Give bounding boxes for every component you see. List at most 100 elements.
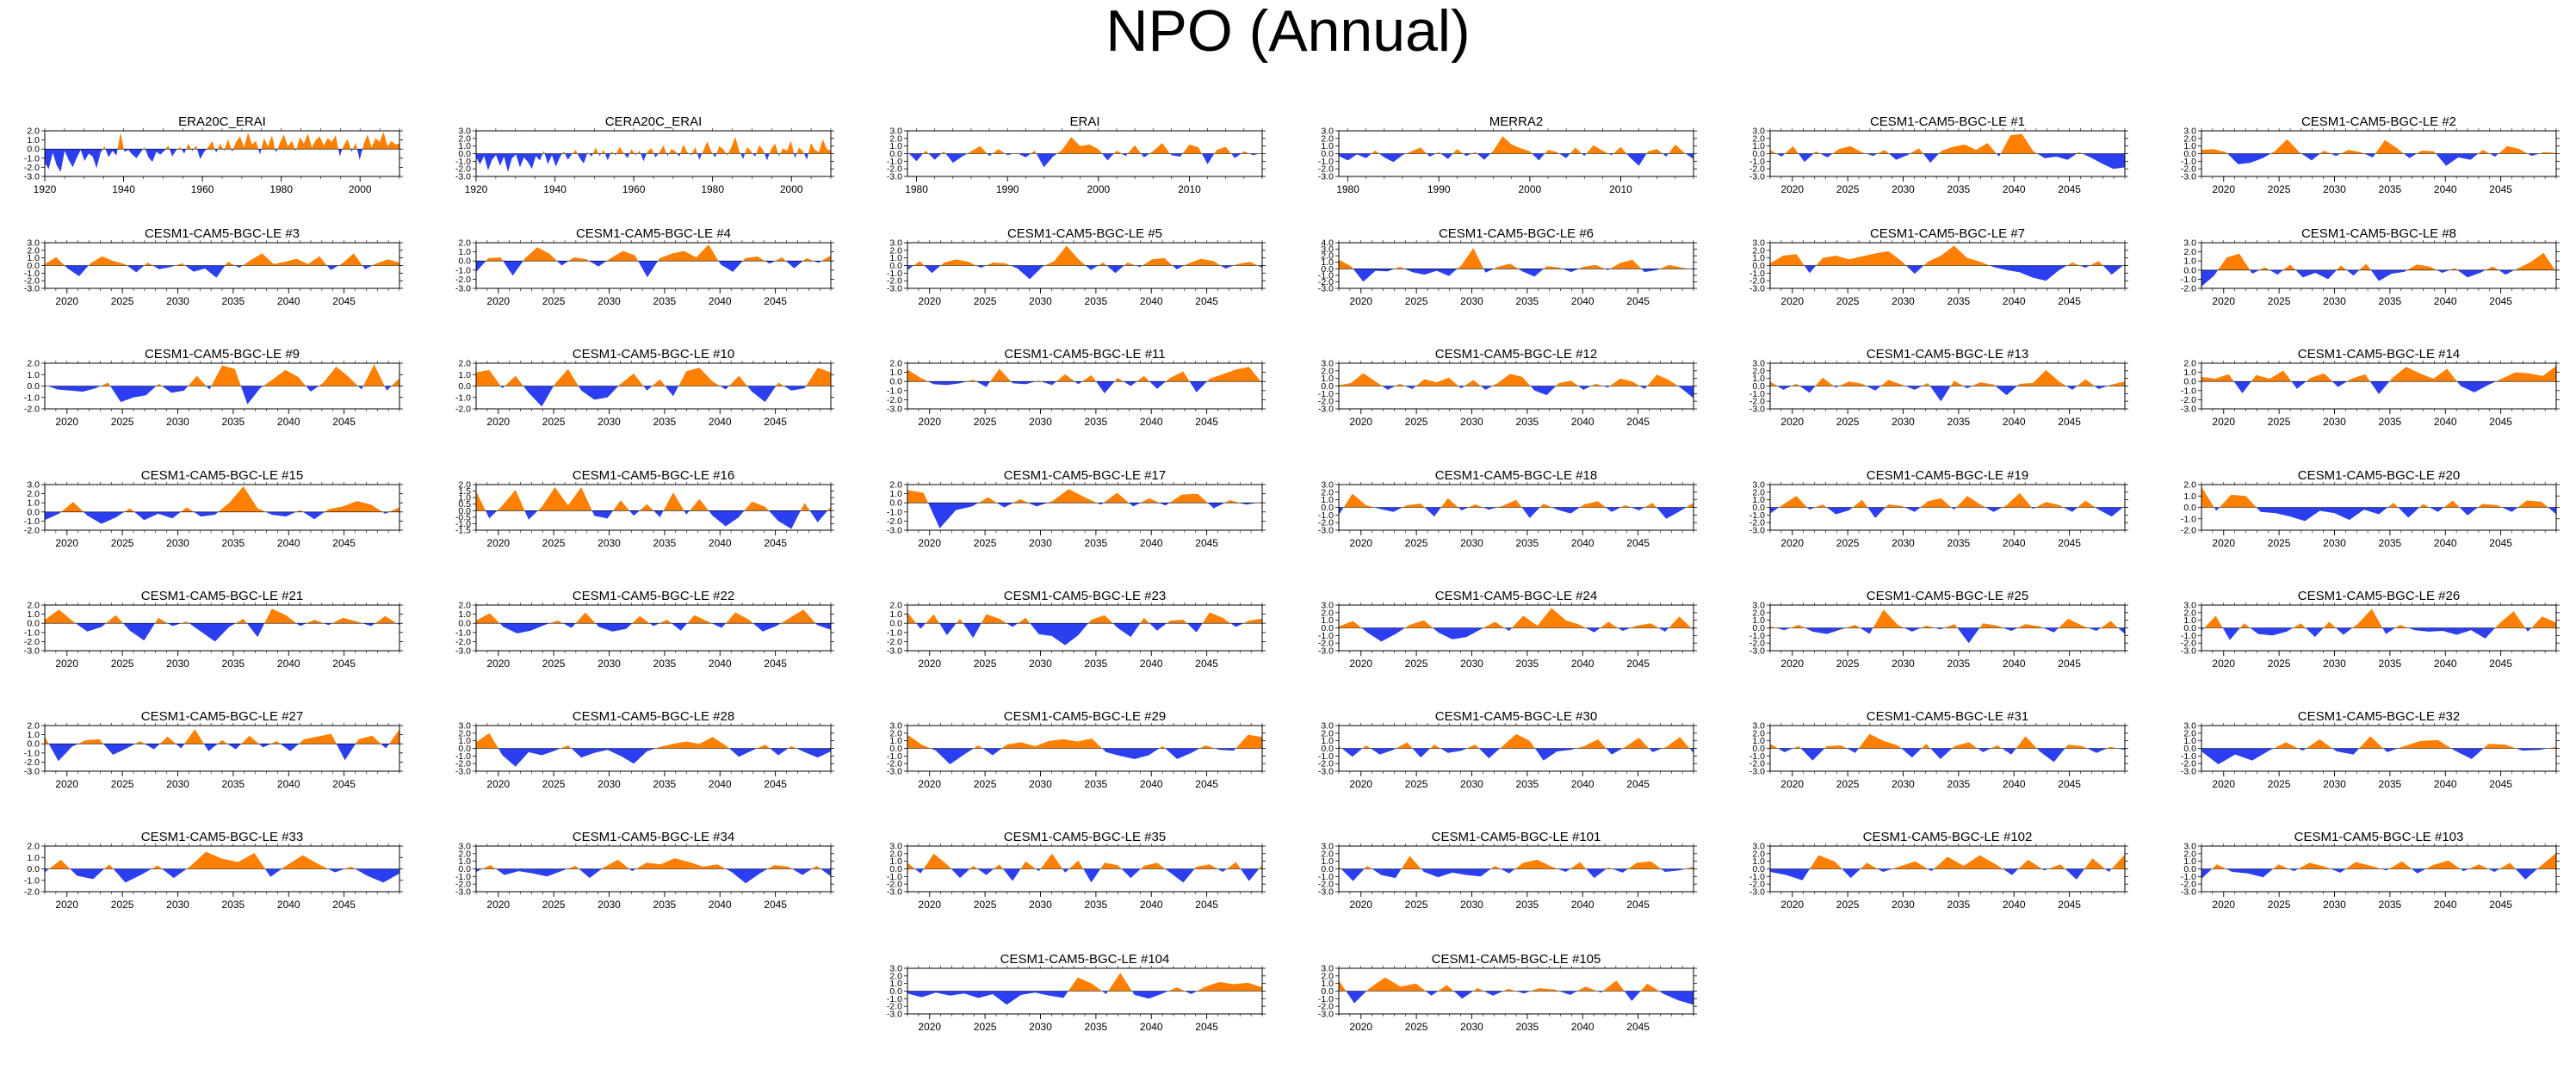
y-tick-label: -3.0 — [1749, 172, 1765, 182]
y-tick-label: -1.0 — [455, 265, 471, 275]
y-tick-label: 2.0 — [458, 480, 471, 491]
y-tick-label: -2.0 — [887, 164, 902, 175]
panel-frame — [1338, 242, 1694, 289]
panel-title: CESM1-CAM5-BGC-LE #21 — [141, 589, 303, 603]
positive-area — [1339, 248, 1690, 269]
x-tick-label: 2000 — [780, 183, 803, 195]
positive-area — [1339, 977, 1659, 992]
positive-area — [1770, 133, 2083, 154]
x-tick-label: 2000 — [1518, 183, 1541, 195]
panel-14: CESM1-CAM5-BGC-LE #10 2.01.00.0-1.0 -2.0 20… — [455, 347, 834, 428]
x-tick-label: 1990 — [996, 183, 1019, 195]
panel-title: CESM1-CAM5-BGC-LE #101 — [1432, 830, 1601, 844]
panel-title: CESM1-CAM5-BGC-LE #8 — [2301, 226, 2456, 241]
y-tick-label: 3.0 — [458, 842, 471, 852]
x-tick-label: 2035 — [1516, 416, 1539, 428]
x-tick-label: 2025 — [2268, 183, 2291, 195]
negative-area — [485, 510, 828, 529]
y-tick-label: -1.0 — [1318, 872, 1334, 882]
x-tick-label: 2035 — [2379, 295, 2402, 307]
y-tick-label: -2.0 — [887, 276, 902, 287]
panel-title: CESM1-CAM5-BGC-LE #29 — [1004, 709, 1166, 724]
y-tick-label: 3.0 — [1321, 601, 1334, 611]
panel-title: ERA20C_ERAI — [178, 114, 266, 129]
panel-title: CESM1-CAM5-BGC-LE #28 — [573, 709, 734, 724]
y-tick-label: -1.0 — [887, 386, 902, 396]
x-tick-label: 2020 — [1349, 899, 1372, 911]
negative-area — [914, 868, 1260, 883]
x-tick-label: 2045 — [2058, 899, 2081, 911]
x-tick-label: 2020 — [2212, 537, 2235, 549]
x-tick-label: 2035 — [1947, 183, 1971, 195]
panel-title: CESM1-CAM5-BGC-LE #26 — [2298, 589, 2460, 603]
panel-title: CESM1-CAM5-BGC-LE #2 — [2301, 114, 2456, 129]
x-tick-label: 2040 — [1571, 537, 1595, 549]
y-tick-label: -1.0 — [24, 269, 40, 279]
x-tick-label: 2030 — [2323, 416, 2346, 428]
panel-title: CESM1-CAM5-BGC-LE #105 — [1432, 952, 1601, 967]
y-tick-label: -2.0 — [1749, 639, 1765, 649]
positive-area — [913, 245, 1258, 266]
x-tick-label: 2035 — [1947, 416, 1971, 428]
y-tick-label: 0.0 — [889, 498, 902, 509]
positive-area — [45, 364, 399, 386]
y-tick-label: 0.0 — [458, 506, 471, 516]
y-tick-label: 3.0 — [1321, 244, 1334, 255]
negative-area — [2214, 507, 2556, 522]
panel-title: CESM1-CAM5-BGC-LE #9 — [145, 347, 300, 361]
x-tick-label: 1980 — [1336, 183, 1359, 195]
y-tick-label: -1.0 — [1318, 510, 1334, 521]
y-tick-label: 3.0 — [27, 480, 40, 491]
positive-area — [907, 612, 1262, 624]
y-tick-label: 1.0 — [27, 253, 40, 263]
y-tick-label: -2.0 — [24, 757, 40, 768]
x-tick-label: 2020 — [486, 899, 510, 911]
x-tick-label: 2025 — [974, 537, 997, 549]
y-tick-label: 1.0 — [1752, 736, 1765, 746]
x-tick-label: 2030 — [1892, 295, 1915, 307]
panel-title: CESM1-CAM5-BGC-LE #19 — [1867, 468, 2028, 483]
x-tick-label: 2040 — [2003, 899, 2026, 911]
y-tick-label: -3.0 — [1318, 405, 1334, 415]
y-tick-label: -2.0 — [24, 276, 40, 287]
y-tick-label: 0.0 — [1752, 261, 1765, 271]
positive-area — [1339, 856, 1694, 869]
y-tick-label: 0.0 — [458, 619, 471, 629]
x-tick-label: 2020 — [55, 899, 78, 911]
y-tick-label: -3.0 — [24, 767, 40, 777]
y-tick-label: -3.0 — [455, 887, 471, 898]
y-tick-label: -1.0 — [2181, 631, 2196, 641]
x-tick-label: 2045 — [764, 537, 787, 549]
x-tick-label: 2035 — [653, 899, 677, 911]
x-tick-label: 2035 — [1947, 658, 1971, 670]
y-tick-label: -2.0 — [24, 887, 40, 898]
x-tick-label: 2030 — [166, 899, 189, 911]
y-tick-label: -3.0 — [1318, 646, 1334, 657]
panel-title: CESM1-CAM5-BGC-LE #24 — [1435, 589, 1597, 603]
y-tick-label: 1.0 — [2183, 736, 2196, 746]
y-tick-label: -2.0 — [1318, 164, 1334, 175]
x-tick-label: 2020 — [918, 416, 941, 428]
x-tick-label: 2035 — [222, 295, 245, 307]
negative-area — [45, 149, 362, 172]
y-tick-label: 2.0 — [889, 133, 902, 144]
y-tick-label: 3.0 — [1321, 359, 1334, 369]
x-tick-label: 2030 — [1029, 537, 1052, 549]
panel-title: CESM1-CAM5-BGC-LE #3 — [145, 226, 300, 241]
y-tick-label: 3.0 — [1321, 964, 1334, 974]
y-tick-label: 2.0 — [1321, 728, 1334, 738]
x-tick-label: 2025 — [1836, 658, 1860, 670]
y-tick-label: 1.0 — [1321, 615, 1334, 626]
y-tick-label: 2.0 — [458, 849, 471, 859]
panel-2: CERA20C_ERAI 3.02.01.00.0-1.0-2.0-3.01920… — [455, 114, 834, 195]
panel-title: CESM1-CAM5-BGC-LE #17 — [1004, 468, 1166, 483]
y-tick-label: -3.0 — [2181, 646, 2196, 657]
x-tick-label: 2030 — [2323, 658, 2346, 670]
y-tick-label: -3.0 — [2181, 172, 2196, 182]
y-tick-label: 0.0 — [1321, 503, 1334, 513]
negative-area — [499, 623, 831, 633]
y-tick-label: 1.0 — [889, 489, 902, 499]
y-tick-label: 2.0 — [2183, 728, 2196, 738]
x-tick-label: 2030 — [166, 778, 189, 790]
